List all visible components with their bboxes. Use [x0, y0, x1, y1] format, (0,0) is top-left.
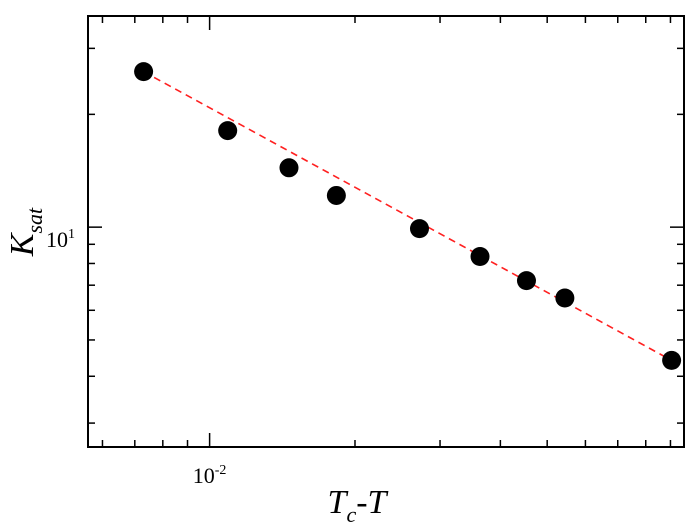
fit-line [143, 70, 673, 362]
data-point [326, 185, 346, 205]
data-point [134, 62, 154, 82]
data-point [555, 288, 575, 308]
tick-marks [88, 16, 684, 447]
x-tick-label: 10-2 [193, 463, 227, 488]
data-point [516, 271, 536, 291]
data-point [218, 121, 238, 141]
y-tick-label: 101 [46, 227, 75, 252]
y-axis-title: Ksat [4, 207, 47, 257]
tick-labels-layer: 10-2 101 [46, 227, 226, 488]
plot-frame [87, 15, 685, 448]
data-point [409, 219, 429, 239]
x-axis-title: Tc-T [328, 484, 389, 527]
fit-line-layer [143, 70, 673, 362]
data-point [470, 246, 490, 266]
data-point [662, 350, 682, 370]
data-point [279, 158, 299, 178]
data-points-layer [134, 62, 682, 370]
